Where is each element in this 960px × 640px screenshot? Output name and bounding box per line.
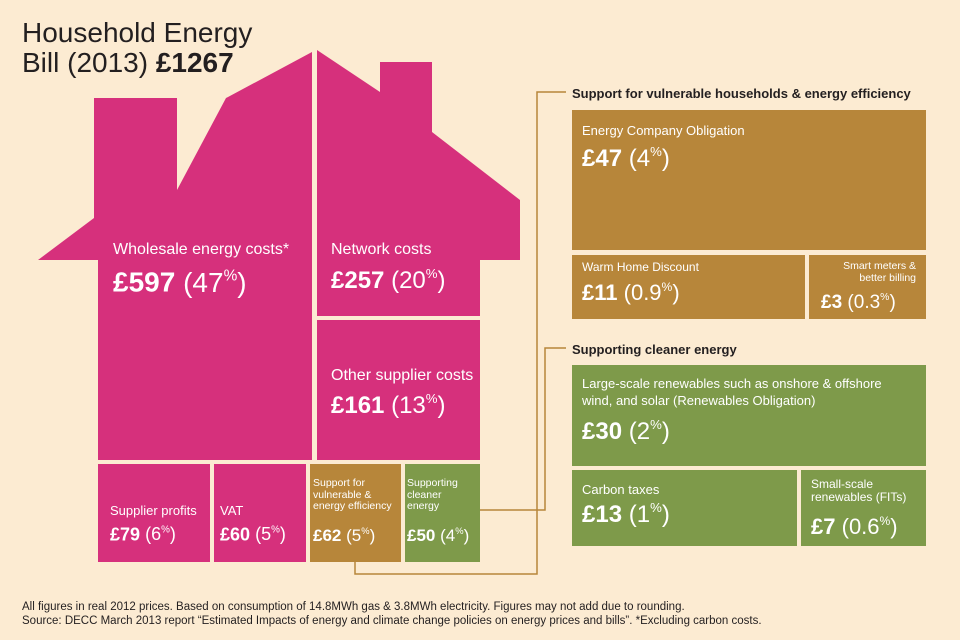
carbon-taxes-pct-sign: % [650,500,662,515]
network-pct-sign: % [425,266,438,281]
support-vulnerable-label: Support for vulnerable & energy efficien… [313,477,392,512]
support-vulnerable-pct-sign: % [361,526,370,536]
wholesale-pct: 47 [192,266,224,298]
small-scale-label: Small-scale renewables (FITs) [811,478,906,504]
supplier-profits-pct-sign: % [161,525,170,536]
large-scale-value: £30 [582,417,623,445]
vulnerable-heading: Support for vulnerable households & ener… [572,86,911,101]
smart-meters-amount: £3 (0.3%) [821,291,896,313]
eco-pct-sign: % [650,144,662,159]
small-scale-label-line1: Small-scale [811,477,874,491]
smart-meters-pct-sign: % [880,292,890,303]
supporting-cleaner-label: Supporting cleaner energy [407,477,458,512]
network-amount: £257 (20%) [331,266,446,294]
small-scale-amount: £7 (0.6%) [811,514,898,540]
warm-home-pct: 0.9 [630,280,662,306]
small-scale-pct: 0.6 [848,514,880,540]
carbon-taxes-pct: 1 [636,500,651,528]
small-scale-value: £7 [811,514,836,540]
connector-vulnerable [354,91,566,575]
supplier-profits-pct: 6 [151,524,162,545]
carbon-taxes-box: Carbon taxes £13 (1%) [572,470,797,546]
eco-pct: 4 [636,144,651,172]
eco-value: £47 [582,144,623,172]
title-line1: Household Energy [22,17,253,48]
house-support-vulnerable-shape [310,464,401,562]
supporting-cleaner-pct: 4 [445,526,456,545]
warm-home-pct-sign: % [661,280,673,294]
large-scale-pct: 2 [636,417,651,445]
support-vulnerable-pct: 5 [351,526,362,545]
large-scale-label: Large-scale renewables such as onshore &… [582,376,882,408]
house-wholesale-shape [38,52,312,460]
smart-meters-label: Smart meters & better billing [843,260,916,284]
page-title: Household Energy Bill (2013) £1267 [22,18,252,78]
large-scale-amount: £30 (2%) [582,417,670,445]
vat-amount: £60 (5%) [220,524,286,545]
small-scale-pct-sign: % [879,514,891,528]
house-network-shape [317,50,520,316]
large-scale-pct-sign: % [650,417,662,432]
title-year: Bill (2013) [22,47,149,78]
smart-meters-value: £3 [821,291,843,313]
supplier-profits-value: £79 [110,524,141,545]
house-supporting-cleaner-shape [405,464,480,562]
house-vat-shape [214,464,306,562]
large-scale-box: Large-scale renewables such as onshore &… [572,365,926,466]
wholesale-value: £597 [113,266,176,298]
support-vulnerable-amount: £62 (5%) [313,526,376,545]
network-pct: 20 [399,266,426,294]
title-line2: Bill (2013) £1267 [22,48,252,78]
network-value: £257 [331,266,385,294]
vat-label: VAT [220,503,244,518]
house-supplier-profits-shape [98,464,210,562]
warm-home-value: £11 [582,280,618,306]
supporting-cleaner-value: £50 [407,526,436,545]
other-supplier-label: Other supplier costs [331,367,474,384]
wholesale-amount: £597 (47%) [113,266,247,298]
vat-value: £60 [220,524,251,545]
small-scale-label-line2: renewables (FITs) [811,490,907,504]
warm-home-amount: £11 (0.9%) [582,280,680,306]
network-label: Network costs [331,241,432,258]
cleaner-heading: Supporting cleaner energy [572,342,737,357]
title-total: £1267 [155,47,234,78]
supporting-cleaner-pct-sign: % [455,526,464,536]
small-scale-box: Small-scale renewables (FITs) £7 (0.6%) [801,470,926,546]
smart-meters-pct: 0.3 [853,291,881,313]
smart-meters-box: Smart meters & better billing £3 (0.3%) [809,255,926,319]
eco-box: Energy Company Obligation £47 (4%) [572,110,926,250]
footnote-line1: All figures in real 2012 prices. Based o… [22,601,685,613]
supplier-profits-label: Supplier profits [110,503,197,518]
carbon-taxes-value: £13 [582,500,623,528]
warm-home-label: Warm Home Discount [582,260,699,274]
warm-home-box: Warm Home Discount £11 (0.9%) [572,255,805,319]
connector-cleaner [480,347,566,511]
supplier-profits-amount: £79 (6%) [110,524,176,545]
wholesale-pct-sign: % [223,267,238,284]
smart-meters-label-line1: Smart meters & [843,260,916,272]
other-supplier-amount: £161 (13%) [331,391,446,419]
other-supplier-pct: 13 [399,391,426,419]
carbon-taxes-amount: £13 (1%) [582,500,670,528]
wholesale-label: Wholesale energy costs* [113,241,290,258]
house-other-supplier-shape [317,320,480,460]
smart-meters-label-line2: better billing [859,271,916,284]
other-supplier-value: £161 [331,391,385,419]
footnote-line2: Source: DECC March 2013 report “Estimate… [22,615,762,627]
eco-amount: £47 (4%) [582,144,670,172]
vat-pct-sign: % [271,525,280,536]
vat-pct: 5 [261,524,272,545]
eco-label: Energy Company Obligation [582,123,745,138]
support-vulnerable-value: £62 [313,526,342,545]
carbon-taxes-label: Carbon taxes [582,482,660,497]
other-supplier-pct-sign: % [425,391,438,406]
supporting-cleaner-amount: £50 (4%) [407,526,470,545]
